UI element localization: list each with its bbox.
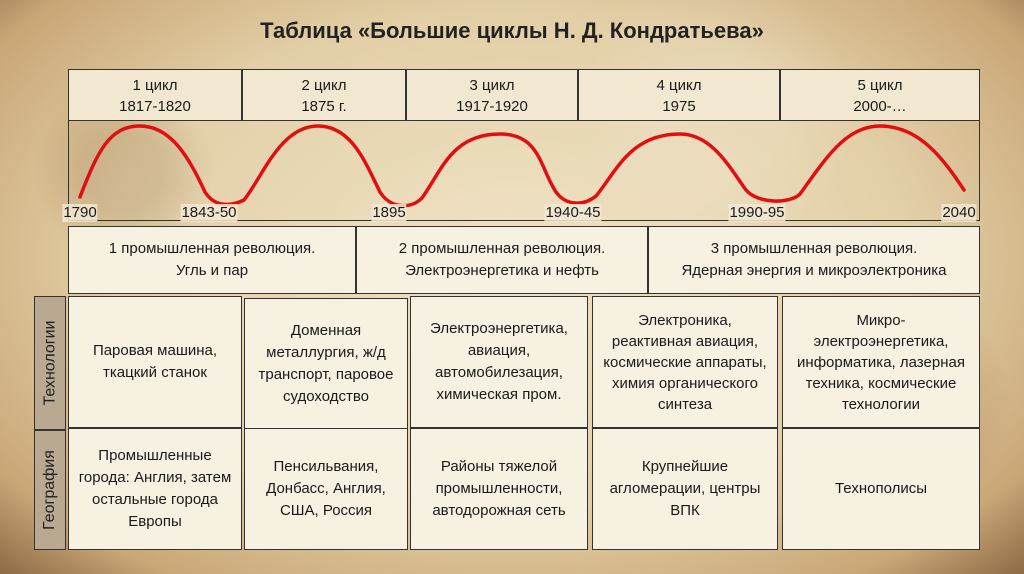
- timeline-year: 1790: [62, 204, 98, 222]
- timeline-year: 1990-95: [728, 204, 786, 222]
- geography-cell-2: Пенсильвания, Донбасс, Англия, США, Росс…: [244, 428, 408, 550]
- cycle-years: 2000-…: [853, 98, 907, 115]
- geography-cell-3: Районы тяжелой промышленности, автодорож…: [410, 428, 588, 550]
- cycle-name: 3 цикл: [469, 77, 515, 94]
- cycle-name: 1 цикл: [132, 77, 178, 94]
- technology-cell-5: Микро-электроэнергетика, информатика, ла…: [782, 296, 980, 428]
- technology-cell-3: Электроэнергетика, авиация, автомобилеза…: [410, 296, 588, 428]
- geography-cell-5: Технополисы: [782, 428, 980, 550]
- revolution-title: 3 промышленная революция.: [710, 240, 918, 257]
- row-label-technology: Технологии: [34, 296, 66, 430]
- cycle-years: 1875 г.: [301, 98, 347, 115]
- geography-cell-1: Промышленные города: Англия, затем остал…: [68, 428, 242, 550]
- cycle-header-4: 4 цикл 1975: [578, 69, 780, 121]
- revolution-subtitle: Ядерная энергия и микроэлектроника: [681, 262, 947, 279]
- cycle-years: 1975: [662, 98, 696, 115]
- cycle-years: 1917-1920: [456, 98, 528, 115]
- cycle-name: 2 цикл: [301, 77, 347, 94]
- revolution-1: 1 промышленная революция. Угль и пар: [68, 226, 356, 294]
- timeline-year: 2040: [941, 204, 977, 222]
- technology-cell-1: Паровая машина, ткацкий станок: [68, 296, 242, 428]
- cycle-header-3: 3 цикл 1917-1920: [406, 69, 578, 121]
- revolution-title: 1 промышленная революция.: [108, 240, 316, 257]
- revolution-subtitle: Угль и пар: [175, 262, 249, 279]
- geography-cell-4: Крупнейшие агломерации, центры ВПК: [592, 428, 778, 550]
- row-label-geography: География: [34, 430, 66, 550]
- technology-cell-2: Доменная металлургия, ж/д транспорт, пар…: [244, 298, 408, 430]
- revolution-subtitle: Электроэнергетика и нефть: [405, 262, 599, 279]
- revolution-3: 3 промышленная революция. Ядерная энерги…: [648, 226, 980, 294]
- cycle-name: 4 цикл: [656, 77, 702, 94]
- timeline-year: 1843-50: [180, 204, 238, 222]
- cycle-header-5: 5 цикл 2000-…: [780, 69, 980, 121]
- row-label-text: Технологии: [41, 320, 58, 406]
- revolution-title: 2 промышленная революция.: [398, 240, 606, 257]
- technology-cell-4: Электроника, реактивная авиация, космиче…: [592, 296, 778, 428]
- cycle-name: 5 цикл: [857, 77, 903, 94]
- cycle-header-2: 2 цикл 1875 г.: [242, 69, 406, 121]
- timeline-year: 1895: [371, 204, 407, 222]
- row-label-text: География: [41, 450, 59, 530]
- page-title: Таблица «Большие циклы Н. Д. Кондратьева…: [260, 18, 764, 43]
- cycle-years: 1817-1820: [119, 98, 191, 115]
- cycle-header-1: 1 цикл 1817-1820: [68, 69, 242, 121]
- timeline-year: 1940-45: [544, 204, 602, 222]
- revolution-2: 2 промышленная революция. Электроэнергет…: [356, 226, 648, 294]
